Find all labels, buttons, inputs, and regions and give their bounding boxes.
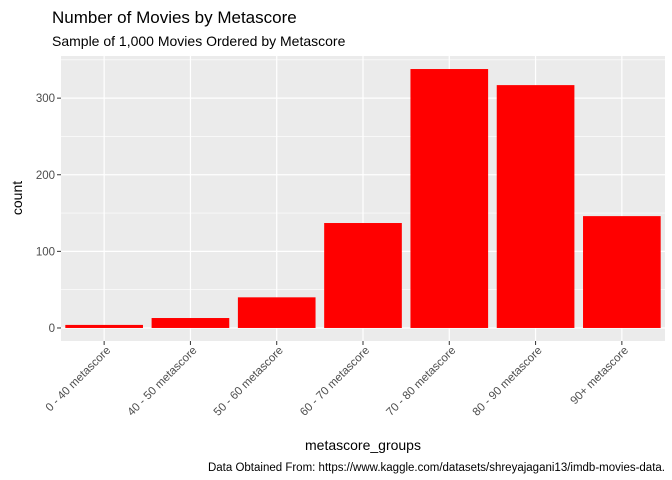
x-tick-label: 80 - 90 metascore xyxy=(471,345,545,419)
bar xyxy=(410,69,489,328)
y-tick-label: 0 xyxy=(49,323,55,335)
y-axis-title: count xyxy=(9,181,25,215)
x-tick-label: 40 - 50 metascore xyxy=(126,345,200,419)
y-tick-label: 200 xyxy=(36,170,55,182)
chart-caption: Data Obtained From: https://www.kaggle.c… xyxy=(208,462,665,474)
bar xyxy=(151,318,230,328)
x-axis: 0 - 40 metascore 40 - 50 metascore 50 - 60… xyxy=(44,341,631,419)
y-tick-label: 300 xyxy=(36,93,55,105)
chart-title: Number of Movies by Metascore xyxy=(52,8,297,27)
x-tick-label: 50 - 60 metascore xyxy=(212,345,286,419)
bar xyxy=(496,85,575,328)
y-tick-label: 100 xyxy=(36,246,55,258)
x-tick-label: 90+ metascore xyxy=(568,345,631,408)
x-tick-label: 60 - 70 metascore xyxy=(298,345,372,419)
bar xyxy=(324,223,402,328)
bars xyxy=(65,69,661,328)
x-tick-label: 0 - 40 metascore xyxy=(44,345,114,415)
x-axis-title: metascore_groups xyxy=(305,437,421,453)
y-axis: 0 100 200 300 xyxy=(36,93,61,335)
bar xyxy=(65,324,143,328)
x-tick-label: 70 - 80 metascore xyxy=(384,345,458,419)
bar xyxy=(237,297,316,328)
chart-subtitle: Sample of 1,000 Movies Ordered by Metasc… xyxy=(52,33,346,49)
bar xyxy=(583,216,661,328)
